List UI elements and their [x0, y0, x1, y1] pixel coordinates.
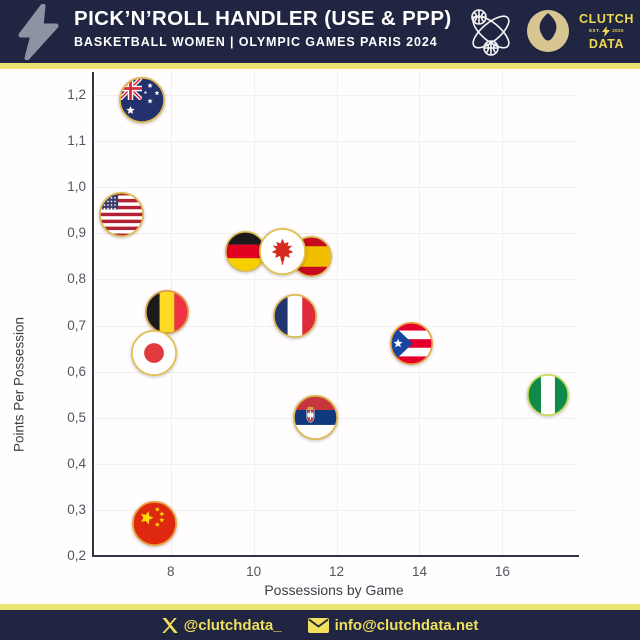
gridline-horizontal [92, 325, 577, 327]
twitter-handle[interactable]: @clutchdata_ [183, 616, 282, 634]
y-tick-label: 1,1 [67, 133, 86, 149]
data-point-nigeria[interactable] [527, 373, 569, 416]
x-axis-title: Possessions by Game [264, 582, 404, 598]
clutch-data-logo: CLUTCH EST. 2020 DATA [579, 11, 634, 51]
y-tick-label: 0,2 [67, 548, 86, 563]
gridline-horizontal [92, 95, 577, 97]
x-tick-label: 12 [329, 564, 345, 579]
gridline-horizontal [92, 141, 577, 143]
data-point-canada[interactable] [259, 228, 307, 276]
data-point-serbia[interactable] [293, 395, 339, 441]
clutch-logo-est-right: 2020 [612, 28, 624, 34]
y-axis-title: Points Per Possession [11, 316, 27, 453]
x-tick-label: 16 [494, 564, 510, 579]
email-address[interactable]: info@clutchdata.net [334, 616, 479, 634]
yellow-divider-bottom [0, 604, 640, 610]
data-point-australia[interactable] [118, 76, 165, 123]
paris-2024-flame-icon [527, 9, 570, 52]
y-tick-label: 0,5 [67, 409, 86, 425]
gridline-horizontal [92, 371, 577, 373]
x-tick-label: 8 [166, 564, 175, 579]
gridline-horizontal [92, 279, 577, 281]
yellow-divider-top [0, 63, 640, 69]
gridline-vertical [253, 72, 255, 556]
clutch-logo-est-left: EST. [589, 28, 601, 34]
y-tick-label: 0,6 [67, 363, 86, 379]
page-subtitle: BASKETBALL WOMEN | OLYMPIC GAMES PARIS 2… [74, 35, 438, 49]
x-tick-label: 10 [246, 564, 262, 579]
clutch-logo-bottom: DATA [588, 37, 625, 51]
y-axis-line [92, 72, 94, 556]
clutch-logo-top: CLUTCH [579, 11, 634, 26]
small-bolt-icon [602, 26, 611, 37]
gridline-vertical [502, 72, 504, 556]
data-point-united-states[interactable] [98, 192, 144, 238]
crossed-basketballs-icon [471, 8, 510, 56]
scatter-plot: Points Per Possession Possessions by Gam… [0, 69, 640, 604]
x-tick-label: 14 [411, 564, 427, 579]
lightning-bolt-icon [18, 4, 59, 60]
y-tick-label: 0,7 [67, 317, 86, 333]
data-point-puerto-rico[interactable] [389, 322, 433, 366]
y-tick-label: 0,8 [67, 271, 86, 287]
data-point-china[interactable] [131, 501, 177, 547]
x-axis-line [92, 555, 579, 557]
y-tick-label: 0,9 [67, 225, 86, 241]
header-bar: PICK’N’ROLL HANDLER (USE & PPP) BASKETBA… [0, 0, 640, 63]
gridline-horizontal [92, 187, 577, 189]
data-point-france[interactable] [273, 294, 318, 339]
x-twitter-icon [161, 617, 178, 633]
y-tick-label: 0,3 [67, 501, 86, 517]
y-tick-label: 1,2 [67, 87, 86, 103]
data-point-belgium[interactable] [144, 289, 189, 334]
y-tick-label: 1,0 [67, 179, 86, 195]
page-title: PICK’N’ROLL HANDLER (USE & PPP) [74, 7, 452, 30]
gridline-horizontal [92, 463, 577, 465]
gridline-vertical [419, 72, 421, 556]
gridline-vertical [336, 72, 338, 556]
data-point-japan[interactable] [131, 330, 178, 377]
gridline-horizontal [92, 509, 577, 511]
y-tick-label: 0,4 [67, 455, 86, 471]
email-icon [307, 617, 329, 633]
gridline-horizontal [92, 233, 577, 235]
footer-bar: @clutchdata_ info@clutchdata.net [0, 610, 640, 640]
data-point-germany[interactable] [224, 231, 266, 273]
